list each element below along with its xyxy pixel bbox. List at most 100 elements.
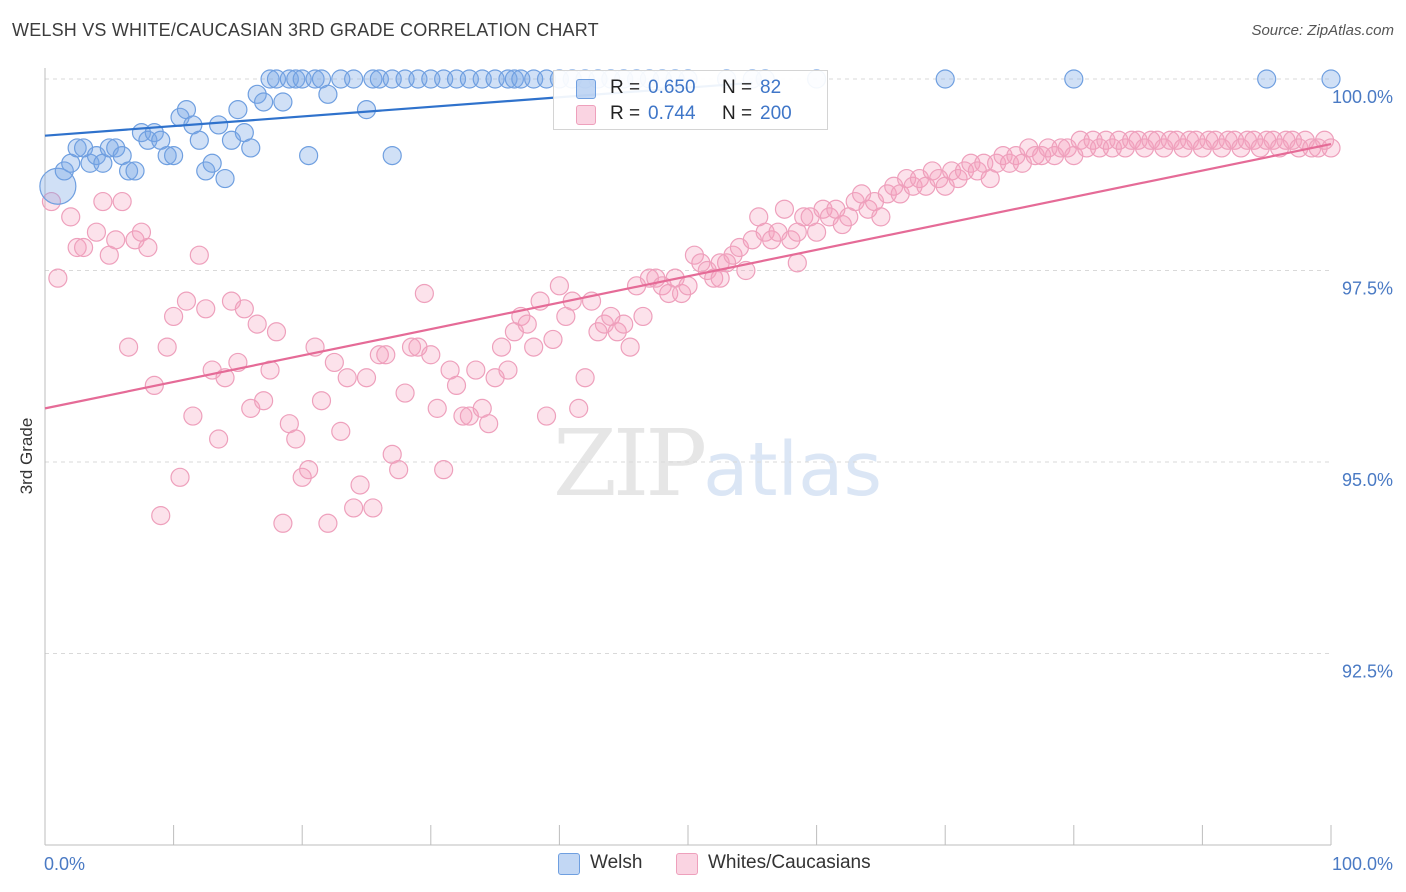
welsh-point xyxy=(363,69,383,89)
welsh-point xyxy=(286,69,306,89)
whites-point xyxy=(588,322,608,342)
chart-source: Source: ZipAtlas.com xyxy=(1251,22,1394,39)
x-tick-label-min: 0.0% xyxy=(44,854,85,874)
y-tick-label: 95.0% xyxy=(1342,470,1393,490)
whites-point xyxy=(543,329,563,350)
whites-point xyxy=(549,276,570,296)
welsh-point xyxy=(273,92,293,112)
legend-swatch-welsh xyxy=(558,853,580,875)
y-tick-label: 97.5% xyxy=(1342,279,1393,299)
welsh-point xyxy=(935,69,955,89)
legend-n-label: N = xyxy=(722,77,753,98)
whites-point xyxy=(575,368,595,388)
welsh-point xyxy=(202,153,222,173)
legend-n-value: 200 xyxy=(760,103,792,124)
welsh-point xyxy=(106,138,126,158)
whites-point xyxy=(671,283,692,304)
whites-point xyxy=(787,253,807,273)
welsh-point xyxy=(196,161,216,181)
legend-r-label: R = xyxy=(610,77,641,98)
whites-point xyxy=(395,383,415,403)
whites-point xyxy=(170,467,190,487)
whites-point xyxy=(292,467,312,487)
welsh-point xyxy=(247,84,267,104)
whites-trend-line xyxy=(44,143,1332,410)
whites-point xyxy=(331,421,351,441)
welsh-point xyxy=(215,168,235,189)
whites-point xyxy=(453,406,473,426)
welsh-point xyxy=(164,146,184,166)
whites-point xyxy=(273,513,293,533)
welsh-point xyxy=(299,146,319,166)
welsh-point xyxy=(125,161,145,181)
legend-r-value: 0.650 xyxy=(648,77,696,98)
whites-point xyxy=(691,253,711,273)
stats-legend: R = 0.650 N = 82 R = 0.744 N = 200 xyxy=(553,70,828,130)
welsh-point xyxy=(344,69,364,89)
series-whites-points xyxy=(41,130,1341,533)
legend-label-whites: Whites/Caucasians xyxy=(708,852,871,873)
welsh-point xyxy=(356,100,377,120)
whites-point xyxy=(1321,138,1341,158)
whites-point xyxy=(569,398,589,418)
whites-point xyxy=(138,237,158,258)
whites-point xyxy=(311,391,332,411)
whites-point xyxy=(948,168,968,189)
welsh-point xyxy=(1321,69,1341,89)
welsh-point xyxy=(241,138,261,158)
whites-point xyxy=(614,314,634,334)
x-tick-label-max: 100.0% xyxy=(1332,854,1393,874)
whites-point xyxy=(427,398,447,418)
whites-point xyxy=(176,291,197,311)
whites-point xyxy=(633,306,653,327)
whites-point xyxy=(86,222,107,242)
whites-point xyxy=(266,322,287,342)
whites-point xyxy=(247,314,267,334)
welsh-point xyxy=(157,146,177,166)
legend-n-label: N = xyxy=(722,103,753,124)
whites-point xyxy=(286,429,306,449)
legend-row-whites: R = 0.744 N = 200 xyxy=(554,101,827,127)
whites-point xyxy=(118,337,139,357)
welsh-point xyxy=(228,100,248,120)
whites-point xyxy=(922,161,942,181)
whites-point xyxy=(871,207,891,227)
whites-point xyxy=(678,276,698,296)
whites-point xyxy=(234,299,254,319)
whites-point xyxy=(299,460,319,480)
welsh-point xyxy=(260,69,280,89)
whites-point xyxy=(189,245,209,265)
whites-point xyxy=(832,214,852,235)
whites-point xyxy=(401,337,422,357)
welsh-point xyxy=(254,92,274,112)
welsh-point xyxy=(382,146,402,166)
whites-point xyxy=(524,337,544,357)
legend-row-welsh: R = 0.650 N = 82 xyxy=(554,75,827,101)
whites-point xyxy=(151,506,171,526)
y-tick-labels: 100.0% 97.5% 95.0% 92.5% xyxy=(1332,87,1393,682)
legend-swatch-welsh xyxy=(576,79,596,99)
welsh-point xyxy=(54,161,74,181)
chart-title: WELSH VS WHITE/CAUCASIAN 3RD GRADE CORRE… xyxy=(12,20,599,40)
welsh-point xyxy=(209,115,229,135)
welsh-point xyxy=(67,138,87,158)
whites-point xyxy=(794,207,814,227)
welsh-point xyxy=(504,69,524,89)
whites-point xyxy=(774,199,795,219)
whites-point xyxy=(434,460,454,480)
legend-label-welsh: Welsh xyxy=(590,852,643,873)
whites-point xyxy=(41,191,62,212)
whites-point xyxy=(369,345,389,365)
legend-n-value: 82 xyxy=(760,77,782,98)
whites-point xyxy=(93,191,113,212)
whites-point xyxy=(389,460,409,480)
whites-point xyxy=(479,414,499,434)
whites-point xyxy=(106,230,126,250)
whites-point xyxy=(324,352,344,373)
welsh-point xyxy=(305,69,325,89)
whites-point xyxy=(517,314,537,334)
whites-point xyxy=(806,222,827,242)
welsh-point xyxy=(39,167,77,205)
whites-point xyxy=(209,429,229,449)
whites-point xyxy=(164,306,184,327)
